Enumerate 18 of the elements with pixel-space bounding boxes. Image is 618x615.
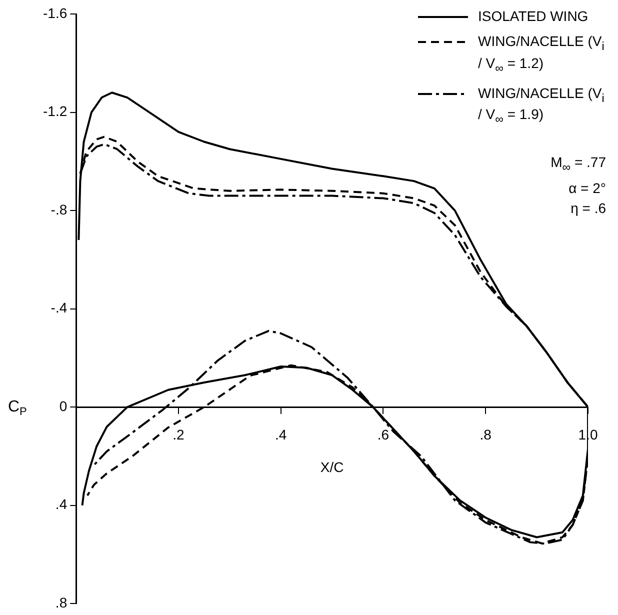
legend-label: ISOLATED WING bbox=[478, 8, 590, 25]
x-tick-label: .6 bbox=[377, 426, 390, 442]
x-tick-label: .2 bbox=[172, 426, 185, 442]
y-tick-label: .4 bbox=[55, 496, 68, 512]
x-tick-label: .8 bbox=[480, 426, 492, 442]
y-tick-label: -1.6 bbox=[43, 4, 68, 21]
y-tick-label: -1.2 bbox=[43, 103, 68, 120]
y-tick-label: -.8 bbox=[50, 201, 68, 218]
annotation: M$_{∞}$ = .77 bbox=[550, 153, 606, 176]
text: WING/NACELLE (V$_{i}$ / V$_{∞}$ = 1.9) bbox=[478, 84, 604, 126]
annotation: α = 2° bbox=[568, 178, 606, 198]
y-tick-label: 0 bbox=[59, 398, 68, 414]
x-tick-label: .4 bbox=[275, 426, 287, 442]
y-tick-label: .8 bbox=[55, 594, 68, 610]
annotation: η = .6 bbox=[570, 198, 606, 218]
x-axis-title: X/C bbox=[320, 459, 344, 476]
text: WING/NACELLE (V$_{i}$ / V$_{∞}$ = 1.2) bbox=[478, 33, 604, 75]
y-tick-label: -.4 bbox=[50, 300, 68, 316]
